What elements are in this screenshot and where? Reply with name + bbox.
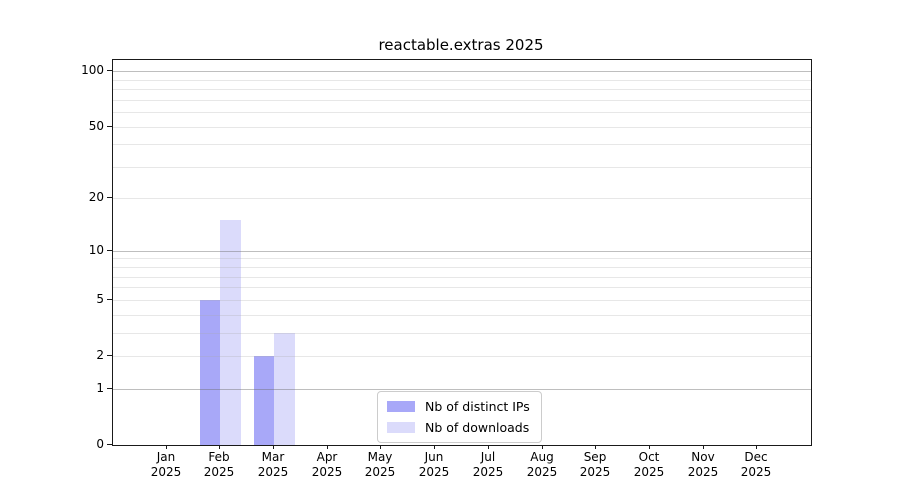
x-tick-mark-nov xyxy=(703,445,704,449)
y-tick-mark-100 xyxy=(107,70,112,71)
x-tick-label-mar: Mar 2025 xyxy=(257,450,289,479)
x-tick-mark-apr xyxy=(327,445,328,449)
gridline-70 xyxy=(113,100,811,101)
x-tick-mark-mar xyxy=(273,445,274,449)
x-tick-mark-jan xyxy=(166,445,167,449)
legend-label-distinct-ips: Nb of distinct IPs xyxy=(425,399,530,414)
x-tick-mark-jun xyxy=(434,445,435,449)
x-tick-mark-oct xyxy=(649,445,650,449)
gridline-8 xyxy=(113,267,811,268)
gridline-6 xyxy=(113,287,811,288)
gridline-60 xyxy=(113,112,811,113)
x-tick-label-jul: Jul 2025 xyxy=(472,450,504,479)
x-tick-label-jan: Jan 2025 xyxy=(150,450,182,479)
y-tick-label-5: 5 xyxy=(96,292,104,306)
bar-feb-downloads xyxy=(220,220,241,445)
y-tick-mark-5 xyxy=(107,299,112,300)
gridline-9 xyxy=(113,258,811,259)
x-tick-label-nov: Nov 2025 xyxy=(687,450,719,479)
y-tick-mark-0 xyxy=(107,444,112,445)
gridline-90 xyxy=(113,80,811,81)
y-tick-label-100: 100 xyxy=(81,63,104,77)
gridline-80 xyxy=(113,89,811,90)
chart-title: reactable.extras 2025 xyxy=(378,36,544,54)
x-tick-mark-feb xyxy=(219,445,220,449)
gridline-20 xyxy=(113,198,811,199)
gridline-4 xyxy=(113,315,811,316)
bar-feb-distinct-ips xyxy=(199,299,221,445)
plot-canvas xyxy=(113,60,811,445)
x-tick-mark-sep xyxy=(595,445,596,449)
legend-label-downloads: Nb of downloads xyxy=(425,420,530,435)
gridline-7 xyxy=(113,277,811,278)
x-tick-label-jun: Jun 2025 xyxy=(418,450,450,479)
y-tick-mark-2 xyxy=(107,355,112,356)
y-tick-label-0: 0 xyxy=(96,437,104,451)
y-tick-label-2: 2 xyxy=(96,348,104,362)
legend-swatch-distinct-ips xyxy=(387,401,415,412)
gridline-5 xyxy=(113,300,811,301)
y-tick-mark-50 xyxy=(107,126,112,127)
x-tick-label-sep: Sep 2025 xyxy=(579,450,611,479)
plot-area xyxy=(112,59,812,446)
x-tick-label-dec: Dec 2025 xyxy=(740,450,772,479)
gridline-1 xyxy=(113,389,811,390)
x-tick-label-oct: Oct 2025 xyxy=(633,450,665,479)
y-tick-label-50: 50 xyxy=(88,119,104,133)
gridline-2 xyxy=(113,356,811,357)
legend-item-downloads: Nb of downloads xyxy=(387,419,530,436)
gridline-10 xyxy=(113,251,811,252)
y-tick-label-1: 1 xyxy=(96,381,104,395)
bar-mar-downloads xyxy=(274,332,295,445)
x-tick-mark-aug xyxy=(542,445,543,449)
gridline-50 xyxy=(113,127,811,128)
gridline-40 xyxy=(113,144,811,145)
gridline-100 xyxy=(113,71,811,72)
y-tick-label-10: 10 xyxy=(88,243,104,257)
y-tick-mark-20 xyxy=(107,197,112,198)
x-tick-label-apr: Apr 2025 xyxy=(311,450,343,479)
x-tick-mark-dec xyxy=(756,445,757,449)
legend: Nb of distinct IPs Nb of downloads xyxy=(377,391,542,443)
y-tick-label-20: 20 xyxy=(88,190,104,204)
y-tick-mark-1 xyxy=(107,388,112,389)
x-tick-mark-may xyxy=(380,445,381,449)
x-tick-label-may: May 2025 xyxy=(364,450,396,479)
gridline-30 xyxy=(113,167,811,168)
legend-swatch-downloads xyxy=(387,422,415,433)
y-tick-mark-10 xyxy=(107,250,112,251)
x-tick-mark-jul xyxy=(488,445,489,449)
x-tick-label-aug: Aug 2025 xyxy=(526,450,558,479)
legend-item-distinct-ips: Nb of distinct IPs xyxy=(387,398,530,415)
bar-mar-distinct-ips xyxy=(253,356,275,445)
gridline-3 xyxy=(113,333,811,334)
x-tick-label-feb: Feb 2025 xyxy=(203,450,235,479)
